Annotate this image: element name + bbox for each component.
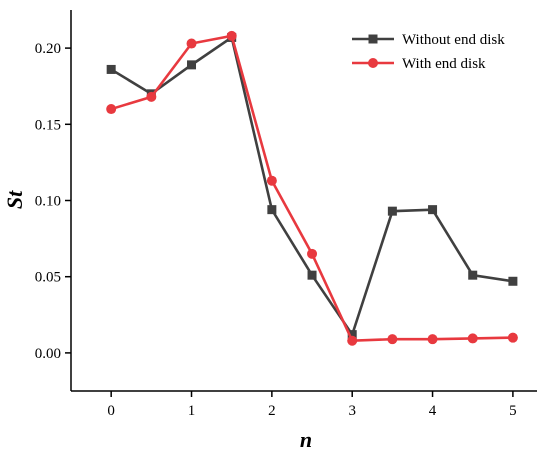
x-tick-label: 4 [429,403,437,419]
x-tick-label: 1 [188,403,196,419]
data-point [187,60,197,70]
x-tick-label: 5 [509,403,517,419]
x-tick-label: 3 [348,403,356,419]
y-tick-label: 0.10 [35,194,61,210]
x-axis-title: n [300,427,312,452]
legend: Without end disk With end disk [352,32,505,72]
y-axis: 0.00 0.05 0.10 0.15 0.20 [35,41,71,362]
legend-item: Without end disk [352,32,505,48]
series-2 [106,30,518,346]
data-point [347,335,358,346]
x-axis: 0 1 2 3 4 5 [107,391,517,419]
data-point [387,334,398,345]
data-point [468,270,478,280]
series-line [110,34,513,343]
data-point [507,332,518,343]
legend-marker [368,58,378,68]
y-tick-label: 0.20 [35,41,61,57]
legend-label: Without end disk [402,32,505,48]
series-1 [106,32,518,340]
data-point [226,30,237,41]
y-tick-label: 0.15 [35,117,61,133]
legend-label: With end disk [402,56,486,72]
data-point [347,330,357,340]
series-line [110,35,514,338]
data-point [387,206,397,216]
data-point [508,276,518,286]
y-tick-label: 0.00 [35,346,61,362]
series-layer [106,30,518,346]
x-tick-label: 0 [107,403,115,419]
data-point [467,333,478,344]
data-point [266,175,277,186]
y-axis-title: St [2,190,27,209]
data-point [428,205,438,215]
data-point [106,104,117,115]
data-point [146,91,157,102]
x-tick-label: 2 [268,403,276,419]
data-point [267,205,277,215]
legend-marker [368,34,378,44]
data-point [427,334,438,345]
data-point [307,248,318,259]
y-tick-label: 0.05 [35,270,61,286]
data-point [106,64,116,74]
data-point [186,38,197,49]
legend-item: With end disk [352,56,486,72]
data-point [307,270,317,280]
